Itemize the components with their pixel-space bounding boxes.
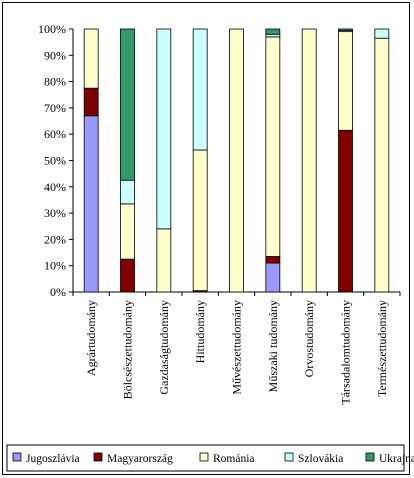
legend: Jugoszlávia Magyarország Románia Szlovákia U… [6,444,414,472]
bar-segment [265,256,281,264]
bar-segment [120,28,135,181]
category-label: Gazdaságtudomány [157,300,171,395]
bar-segment [83,115,99,293]
category-label: Bölcsészettudomány [121,300,135,399]
legend-label: Jugoszlávia [26,453,80,465]
bar-segment [265,262,281,293]
bar-segment [120,179,135,205]
y-tick-label: 50% [44,154,66,168]
y-tick-label: 100% [38,22,66,36]
y-tick-label: 60% [44,127,66,141]
bar-segment [192,149,208,292]
category-label: Természettudomány [375,300,389,397]
legend-swatch [93,452,103,462]
bar-segment [156,228,172,293]
category-label: Társadalomtudomány [339,300,353,405]
bar-segment [120,203,135,260]
y-tick-label: 30% [44,206,66,220]
bar-segment [83,87,99,117]
bar-segment [338,31,353,131]
bar-segment [374,28,390,39]
bar-segment [192,28,208,151]
legend-label: Ukrajna [379,453,414,465]
y-tick-label: 80% [44,75,66,89]
bar-segment [338,129,353,293]
legend-swatch [284,452,294,462]
bar-segment [301,28,317,293]
y-tick-label: 0% [50,285,66,299]
bar-segment [156,28,172,230]
bar-segment [338,28,353,31]
bar-segment [265,36,281,257]
legend-swatch [365,452,375,462]
category-label: Hittudomány [193,300,207,363]
legend-label: Magyarország [107,453,173,465]
y-tick-label: 70% [44,101,66,115]
y-tick-label: 40% [44,180,66,194]
y-tick-label: 90% [44,48,66,62]
bar-segment [229,28,244,293]
category-label: Orvostudomány [302,300,316,377]
legend-swatch [12,452,22,462]
bar-segment [374,37,390,293]
bar-segment [265,28,281,35]
category-label: Művészettudomány [230,300,244,395]
bar-segment [83,28,99,89]
y-tick-label: 10% [44,259,66,273]
y-tick-label: 20% [44,232,66,246]
legend-label: Románia [213,453,255,465]
category-label: Agrártudomány [84,300,98,376]
bar-segment [120,258,135,293]
category-label: Műszaki tudomány [266,300,280,392]
legend-swatch [199,452,209,462]
legend-label: Szlovákia [298,453,343,465]
